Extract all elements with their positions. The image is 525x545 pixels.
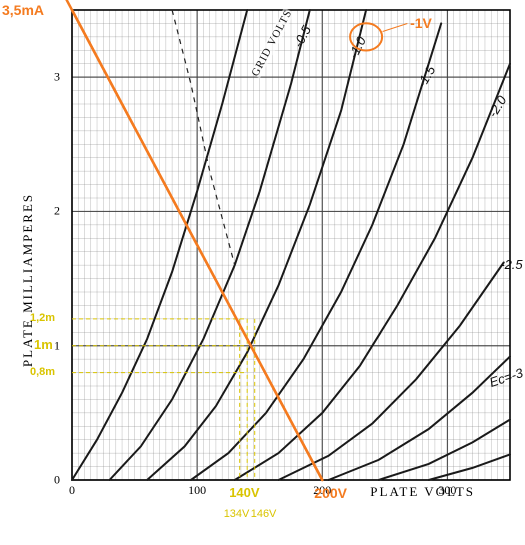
ann-140v: 140V bbox=[229, 485, 259, 500]
xtick-100: 100 bbox=[188, 483, 206, 498]
ann-3-5ma: 3,5mA bbox=[2, 2, 44, 18]
ann-134v: 134V bbox=[224, 508, 250, 520]
ytick-1: 1 bbox=[54, 338, 60, 353]
ytick-0: 0 bbox=[54, 473, 60, 488]
xtick-0: 0 bbox=[69, 483, 75, 498]
ann-0-8m: 0,8m bbox=[30, 366, 55, 378]
xtick-300: 300 bbox=[438, 483, 456, 498]
plot-svg bbox=[0, 0, 525, 545]
curve-label: -2.5 bbox=[500, 257, 522, 272]
ann-146v: 146V bbox=[251, 508, 277, 520]
ann-1-2m: 1,2m bbox=[30, 312, 55, 324]
x-axis-label: PLATE VOLTS bbox=[370, 484, 475, 500]
ytick-3: 3 bbox=[54, 70, 60, 85]
plate-characteristics-chart: PLATE MILLIAMPERES PLATE VOLTS 0 100 200… bbox=[0, 0, 525, 545]
ann-minus1v: -1V bbox=[410, 15, 432, 31]
ann-1m: 1m bbox=[34, 337, 53, 352]
ytick-2: 2 bbox=[54, 204, 60, 219]
ann-200v: 200V bbox=[314, 485, 347, 501]
